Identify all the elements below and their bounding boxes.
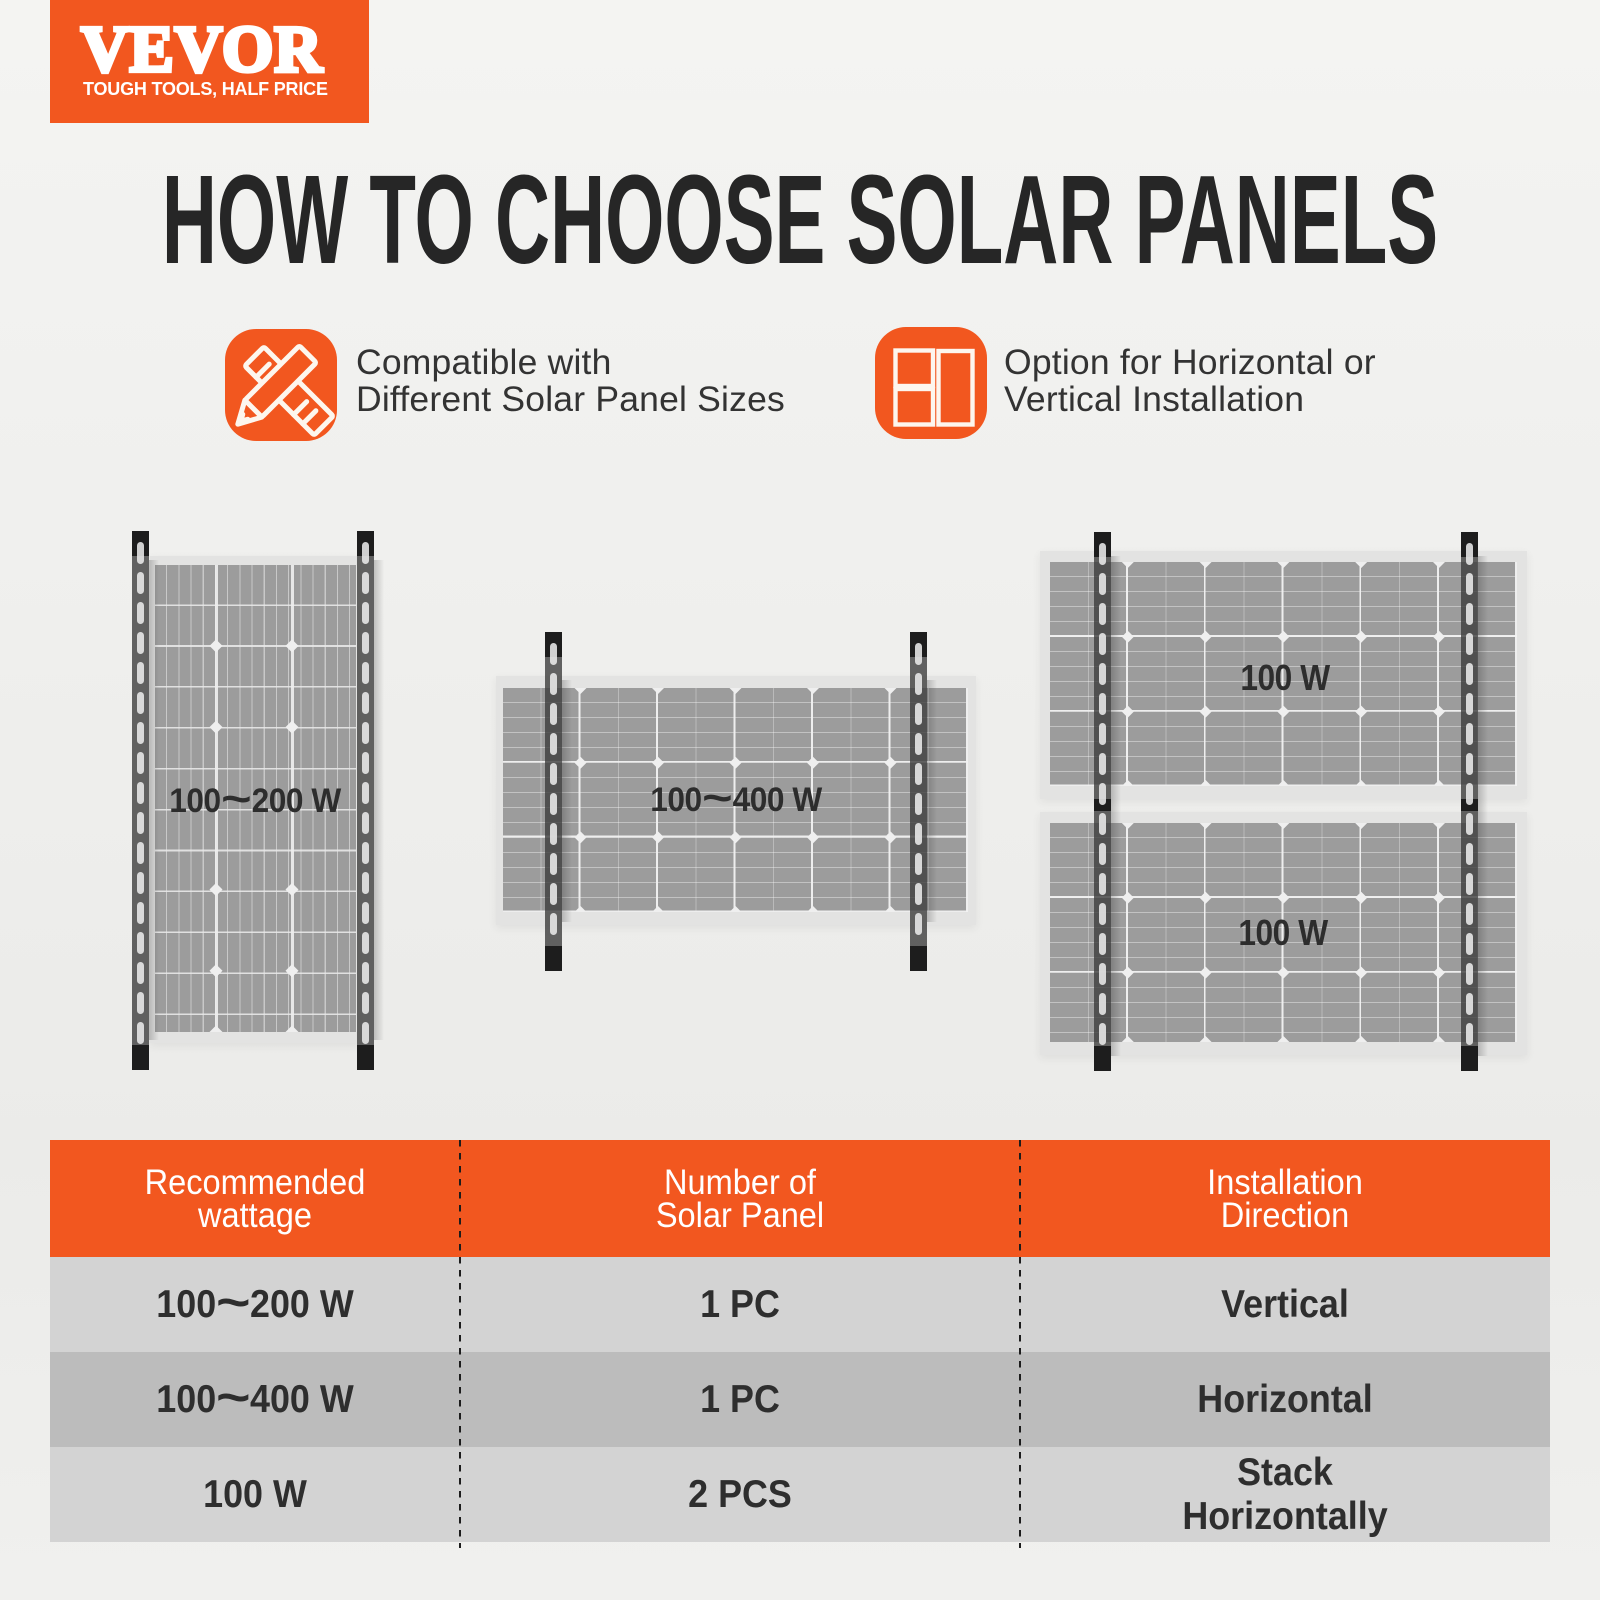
svg-text:VEVOR: VEVOR	[81, 18, 323, 80]
